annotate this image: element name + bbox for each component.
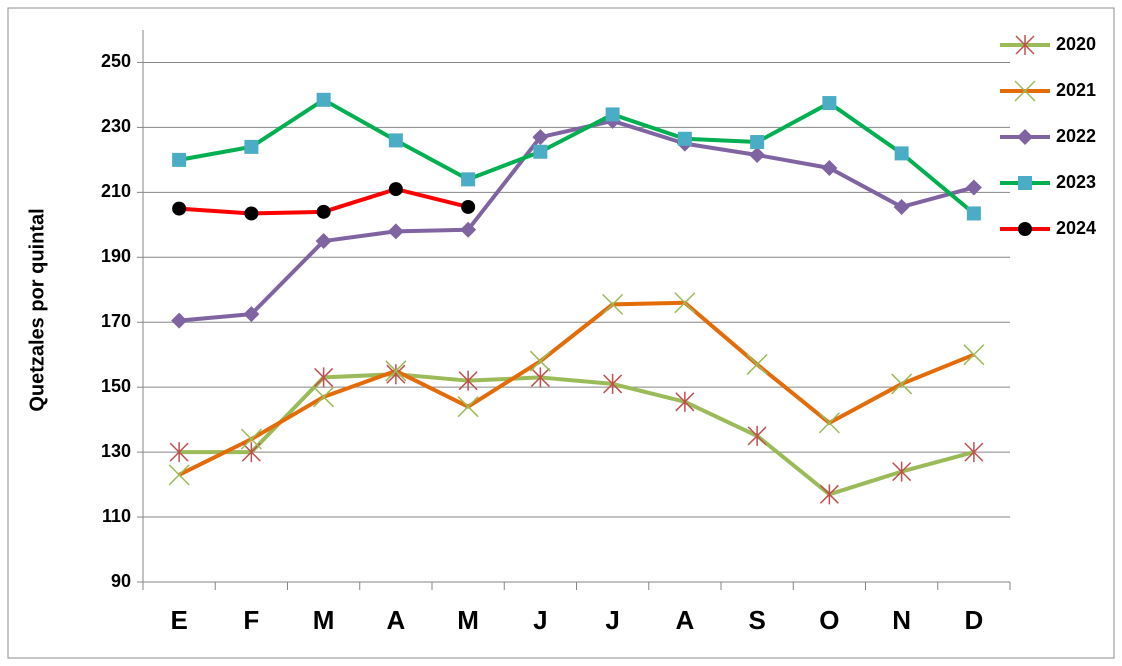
data-point	[747, 425, 767, 446]
x-tick-label: J	[533, 605, 547, 635]
y-tick-label: 130	[101, 441, 131, 461]
data-point	[461, 199, 476, 214]
data-point	[602, 293, 624, 315]
data-point	[677, 131, 692, 146]
data-point	[172, 201, 187, 216]
y-tick-label: 150	[101, 376, 131, 396]
legend-label: 2024	[1056, 218, 1096, 238]
data-point	[458, 370, 478, 391]
data-point	[314, 367, 334, 388]
x-tick-label: N	[892, 605, 911, 635]
data-point	[819, 484, 839, 505]
x-tick-label: M	[457, 605, 479, 635]
legend-marker	[1018, 222, 1032, 236]
series-line	[179, 372, 975, 497]
data-point	[388, 133, 403, 148]
series-line	[178, 97, 976, 215]
y-tick-label: 230	[101, 116, 131, 136]
data-point	[169, 442, 189, 463]
data-point	[460, 221, 477, 238]
data-point	[821, 160, 838, 176]
x-tick-label: A	[675, 605, 694, 635]
data-point	[168, 464, 190, 486]
data-point	[461, 172, 476, 187]
data-point	[894, 146, 909, 161]
x-tick-label: D	[964, 605, 983, 635]
data-point	[893, 198, 910, 215]
data-point	[603, 373, 623, 394]
data-point	[172, 152, 187, 167]
data-point	[240, 428, 262, 450]
data-point	[605, 107, 620, 122]
data-point	[750, 135, 765, 150]
series-line	[178, 300, 975, 477]
data-point	[746, 353, 768, 375]
data-point	[244, 206, 259, 221]
y-tick-label: 90	[111, 571, 131, 591]
data-point	[675, 391, 695, 412]
data-point	[749, 147, 766, 164]
legend-marker	[1015, 35, 1035, 55]
data-point	[892, 461, 912, 482]
data-point	[891, 373, 913, 395]
data-point	[966, 206, 981, 221]
data-point	[965, 179, 982, 196]
legend-label: 2021	[1056, 80, 1096, 100]
data-point	[386, 364, 406, 385]
data-point	[243, 306, 260, 323]
data-point	[388, 182, 403, 197]
data-point	[387, 223, 404, 240]
x-tick-label: J	[605, 605, 619, 635]
y-tick-label: 210	[101, 181, 131, 201]
x-tick-label: M	[313, 605, 335, 635]
data-point	[963, 344, 985, 366]
data-point	[385, 360, 407, 382]
data-point	[818, 412, 840, 434]
y-tick-label: 190	[101, 246, 131, 266]
data-point	[532, 129, 549, 146]
data-point	[530, 367, 550, 388]
legend-label: 2023	[1056, 172, 1096, 192]
legend-label: 2020	[1056, 34, 1096, 54]
data-point	[316, 204, 331, 219]
data-point	[457, 396, 479, 418]
data-point	[316, 92, 331, 107]
data-point	[533, 144, 548, 159]
x-tick-label: S	[748, 605, 765, 635]
data-point	[674, 292, 696, 314]
legend-label: 2022	[1056, 126, 1096, 146]
x-tick-label: A	[386, 605, 405, 635]
data-point	[315, 233, 332, 250]
x-tick-label: O	[819, 605, 839, 635]
data-point	[964, 442, 984, 463]
y-tick-label: 110	[102, 506, 131, 526]
data-point	[529, 350, 551, 372]
legend-marker	[1014, 80, 1036, 102]
x-tick-label: F	[243, 605, 259, 635]
chart-frame	[7, 7, 1115, 659]
y-axis-label: Quetzales por quintal	[26, 208, 48, 411]
y-tick-label: 250	[101, 51, 131, 71]
data-point	[822, 96, 837, 111]
data-point	[171, 312, 188, 329]
data-point	[244, 139, 259, 154]
x-tick-label: E	[170, 605, 187, 635]
legend-marker	[1018, 176, 1032, 190]
series-line	[178, 118, 975, 323]
y-tick-label: 170	[101, 311, 131, 331]
legend-marker	[1017, 129, 1033, 145]
data-point	[313, 386, 335, 408]
